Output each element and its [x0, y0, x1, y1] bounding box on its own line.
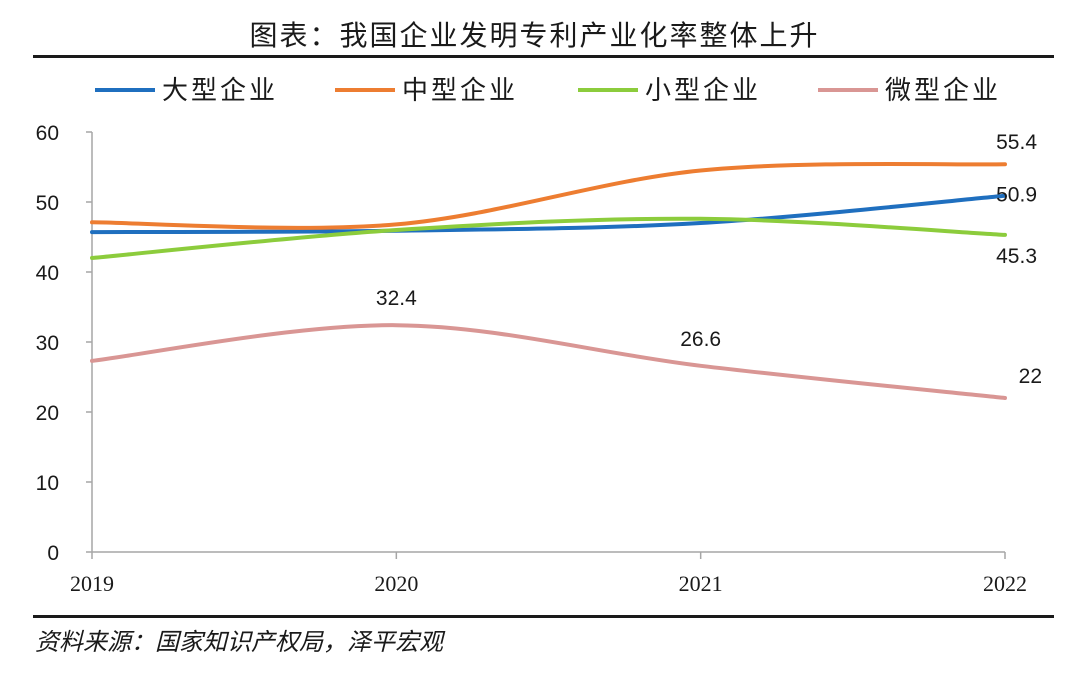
title-rule — [33, 55, 1054, 58]
legend-label-3: 小型企业 — [645, 76, 761, 106]
y-tick-label: 10 — [36, 472, 59, 495]
legend-label-4: 微型企业 — [885, 76, 1001, 106]
source-rule — [33, 615, 1054, 618]
source-note: 资料来源：国家知识产权局，泽平宏观 — [35, 628, 443, 656]
x-tick-label: 2020 — [374, 571, 418, 596]
series-line-3 — [90, 216, 1007, 260]
x-tick-label: 2021 — [679, 571, 723, 596]
series-line-4 — [90, 323, 1007, 400]
data-label: 32.4 — [376, 287, 417, 310]
legend: 大型企业 中型企业 小型企业 微型企业 — [95, 76, 1001, 106]
x-tick-label: 2019 — [70, 571, 114, 596]
data-labels: 50.9 55.4 45.3 32.4 26.6 22 — [376, 131, 1042, 388]
series-line-1 — [90, 193, 1007, 235]
x-tick-label: 2022 — [983, 571, 1027, 596]
legend-label-1: 大型企业 — [162, 76, 278, 106]
series-lines — [90, 161, 1007, 400]
y-tick-label: 40 — [36, 262, 59, 285]
chart-title: 图表：我国企业发明专利产业化率整体上升 — [249, 19, 820, 52]
data-label: 55.4 — [996, 131, 1037, 154]
y-tick-label: 30 — [36, 332, 59, 355]
data-label: 45.3 — [996, 245, 1037, 268]
legend-label-2: 中型企业 — [402, 76, 518, 106]
data-label: 50.9 — [996, 184, 1037, 207]
series-line-2 — [90, 161, 1007, 230]
y-tick-label: 60 — [36, 122, 59, 145]
data-label: 22 — [1019, 365, 1042, 388]
y-tick-label: 50 — [36, 192, 59, 215]
axes: 0 10 20 30 40 50 60 2019 2020 2021 2022 — [36, 122, 1027, 596]
y-tick-label: 0 — [47, 542, 59, 565]
data-label: 26.6 — [680, 328, 721, 351]
y-tick-label: 20 — [36, 402, 59, 425]
